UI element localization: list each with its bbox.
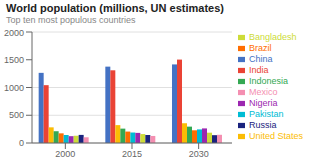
html-text:Nigeria: Nigeria: [249, 98, 278, 108]
svg-text:2000: 2000: [8, 28, 24, 38]
html-text:Top ten most populous countrie: Top ten most populous countries: [6, 15, 136, 25]
svg-text:2000: 2000: [55, 149, 75, 159]
html-text:India: India: [249, 65, 269, 75]
html-text:Russia: Russia: [249, 120, 277, 130]
svg-text:1000: 1000: [8, 83, 24, 93]
svg-text:1500: 1500: [8, 55, 24, 65]
html-text:World population (millions, UN: World population (millions, UN estimates…: [6, 2, 224, 14]
html-text:Pakistan: Pakistan: [249, 109, 284, 119]
svg-text:0: 0: [19, 138, 24, 148]
html-text:United States: United States: [249, 131, 303, 141]
html-text:Indonesia: Indonesia: [249, 76, 288, 86]
html-text:China: China: [249, 54, 273, 64]
svg-text:500: 500: [9, 110, 24, 120]
html-text:Mexico: Mexico: [249, 87, 278, 97]
html-text:Bangladesh: Bangladesh: [249, 32, 297, 42]
html-text:Brazil: Brazil: [249, 43, 272, 53]
svg-text:2030: 2030: [189, 149, 209, 159]
svg-text:2015: 2015: [122, 149, 142, 159]
